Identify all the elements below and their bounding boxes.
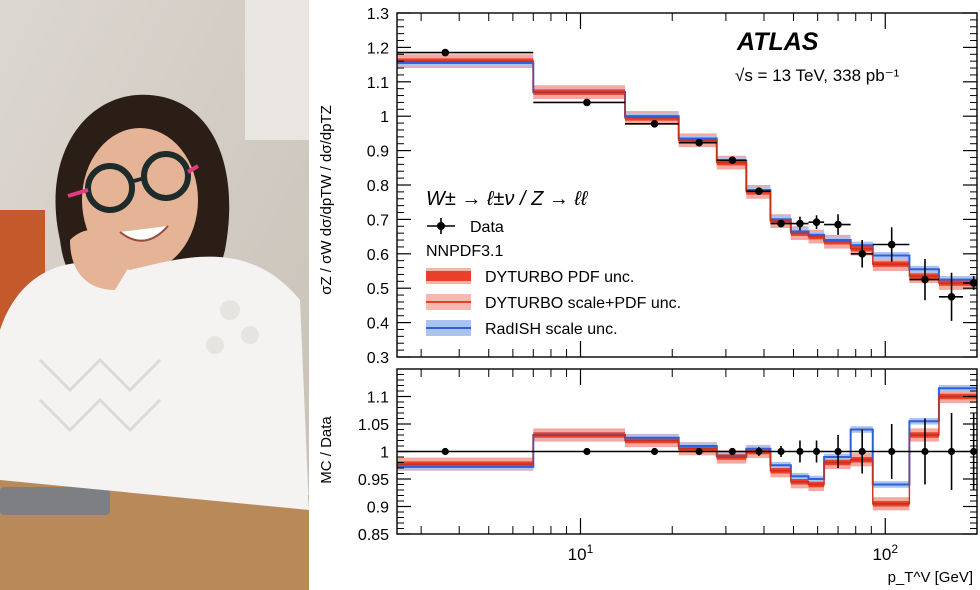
ratio-point-10 <box>858 447 866 456</box>
upper-ytick-label-7: 1 <box>380 109 389 126</box>
legend-radish-label: RadISH scale unc. <box>485 321 618 338</box>
xtick-label-1: 102 <box>872 542 898 564</box>
lower-ytick-label-5: 1.1 <box>367 390 389 407</box>
lower-ytick-label-0: 0.85 <box>358 527 389 544</box>
ratio-point-7 <box>796 447 804 456</box>
upper-ytick-label-0: 0.3 <box>367 350 389 367</box>
legend-dyturbo-pdf-label: DYTURBO PDF unc. <box>485 269 634 286</box>
lower-ytick-label-4: 1.05 <box>358 417 389 434</box>
upper-ytick-label-2: 0.5 <box>367 281 389 298</box>
photo-panel <box>0 0 309 590</box>
upper-panel <box>397 48 978 321</box>
legend-data-marker <box>437 222 445 230</box>
ratio-dyturbo-line <box>397 395 977 505</box>
legend-dyturbo-scale-label: DYTURBO scale+PDF unc. <box>485 295 681 312</box>
data-point-9 <box>834 220 842 229</box>
data-point-0 <box>441 48 450 57</box>
ratio-point-4 <box>728 447 736 456</box>
upper-ytick-label-6: 0.9 <box>367 144 389 161</box>
ratio-point-9 <box>834 447 842 456</box>
wall-frame <box>245 0 309 140</box>
white-sweater <box>0 256 309 510</box>
lower-ytick-label-2: 0.95 <box>358 472 389 489</box>
lower-ytick-label-1: 0.9 <box>367 500 389 517</box>
ratio-point-3 <box>695 447 703 456</box>
experiment-label: ATLAS <box>736 28 819 56</box>
dyturbo-line <box>397 60 977 284</box>
laptop <box>0 487 110 515</box>
ratio-point-2 <box>650 447 659 456</box>
hand <box>70 229 130 290</box>
data-point-6 <box>777 219 785 228</box>
data-point-12 <box>921 275 929 284</box>
glasses-left-lens <box>85 163 135 213</box>
ratio-point-6 <box>777 447 785 456</box>
upper-ytick-label-5: 0.8 <box>367 178 389 195</box>
data-point-8 <box>812 218 821 226</box>
upper-ytick-label-3: 0.6 <box>367 247 389 264</box>
ratio-point-11 <box>888 447 896 456</box>
xtick-label-0: 101 <box>568 542 594 564</box>
upper-ytick-label-8: 1.1 <box>367 75 389 92</box>
ratio-point-5 <box>755 447 763 456</box>
ratio-point-1 <box>583 447 591 456</box>
data-point-13 <box>947 293 956 301</box>
upper-ytick-label-1: 0.4 <box>367 316 389 333</box>
upper-y-axis-title: σZ / σW dσ/dpTW / dσ/dpTZ <box>318 105 335 295</box>
data-point-11 <box>887 240 896 249</box>
data-point-7 <box>796 219 804 228</box>
lower-y-axis-title: MC / Data <box>318 416 335 484</box>
ratio-point-13 <box>947 447 956 456</box>
data-point-1 <box>583 98 591 107</box>
ratio-point-0 <box>441 447 449 456</box>
energy-label: √s = 13 TeV, 338 pb⁻¹ <box>735 66 900 85</box>
lower-ytick-label-3: 1 <box>380 445 389 462</box>
upper-ytick-label-10: 1.3 <box>367 6 389 23</box>
upper-ytick-label-9: 1.2 <box>367 40 389 57</box>
legend: Data NNPDF3.1 DYTURBO PDF unc. DYTURBO s… <box>426 218 681 338</box>
smile <box>119 225 169 242</box>
atlas-chart: 0.3 0.4 0.5 0.6 0.7 0.8 0.9 1 1.1 1.2 1.3 0.85 0.9 0.… <box>318 6 978 586</box>
data-point-5 <box>755 187 763 195</box>
glasses-right-lens <box>141 151 191 201</box>
lower-panel <box>397 384 978 511</box>
data-point-4 <box>728 156 737 165</box>
x-axis-title: p_T^V [GeV] <box>888 569 973 586</box>
axes: 0.3 0.4 0.5 0.6 0.7 0.8 0.9 1 1.1 1.2 1.3 0.85 0.9 0.… <box>358 6 978 564</box>
data-point-10 <box>858 250 866 258</box>
data-point-3 <box>695 138 703 147</box>
legend-data-label: Data <box>470 219 504 236</box>
upper-ytick-label-4: 0.7 <box>367 212 389 229</box>
data-point-2 <box>650 119 659 128</box>
ratio-point-8 <box>812 447 821 456</box>
legend-pdf-label: NNPDF3.1 <box>426 243 503 260</box>
ratio-point-12 <box>921 447 929 456</box>
process-label: W± → ℓ±ν / Z → ℓℓ <box>426 188 589 210</box>
